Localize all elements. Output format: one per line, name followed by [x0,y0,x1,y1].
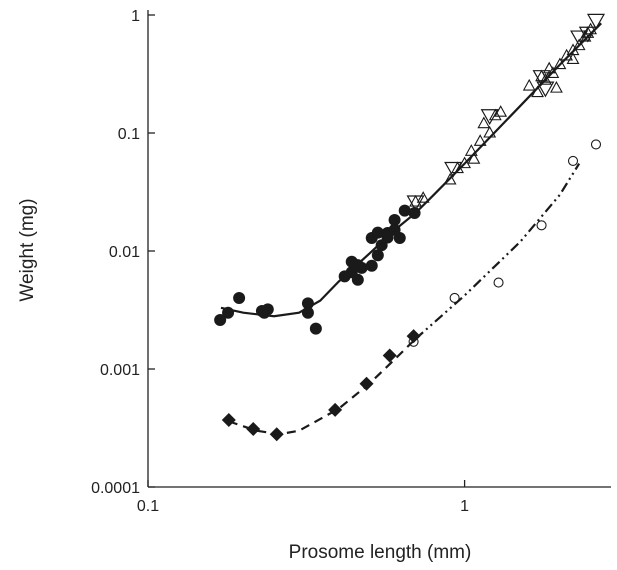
data-point [233,291,246,304]
data-point [221,412,236,427]
data-point [522,78,536,91]
data-point [546,66,560,78]
data-point [371,226,384,239]
data-point [246,422,261,437]
data-point [408,336,419,347]
data-point [406,329,421,344]
data-point [309,322,322,335]
data-point [483,125,497,138]
y-tick-label: 0.01 [109,244,140,261]
data-point [382,348,397,363]
data-point [578,26,597,43]
fit-line [414,163,581,340]
data-point [359,376,374,391]
data-point [365,259,378,272]
data-point [480,109,499,125]
data-point [458,156,472,169]
data-point [549,80,563,93]
data-point [406,195,425,212]
x-tick-label: 1 [460,498,469,515]
data-point [566,52,580,65]
data-point [493,277,504,288]
data-point [590,139,602,150]
data-point [477,116,491,129]
data-point [536,81,555,98]
data-point [258,306,271,319]
data-point [553,57,567,70]
data-point [449,292,460,304]
data-point [572,38,586,51]
x-axis-label: Prosome length (mm) [289,542,472,563]
data-point [532,70,551,86]
data-point [443,172,457,185]
fit-line [228,338,417,436]
data-point [351,273,364,286]
data-point [586,13,606,30]
data-point [542,61,556,74]
data-point [536,220,547,231]
data-point [538,73,552,85]
y-tick-label: 0.0001 [91,480,140,497]
data-point [473,134,487,146]
y-tick-label: 0.001 [100,362,140,379]
fit-line [220,22,602,318]
data-point [494,105,508,117]
y-tick-label: 1 [131,8,140,25]
x-tick-label: 0.1 [137,498,159,515]
y-axis-label: Weight (mg) [17,198,38,301]
data-point [398,204,411,217]
data-point [393,231,406,244]
data-point [355,261,368,274]
data-point [214,314,227,327]
data-point [567,155,579,166]
data-point [444,161,463,178]
data-point [570,30,589,47]
data-point [488,108,502,121]
data-point [409,194,422,207]
data-point [388,214,401,227]
data-point [371,249,384,262]
data-point [416,191,430,203]
y-tick-label: 0.1 [118,126,140,143]
